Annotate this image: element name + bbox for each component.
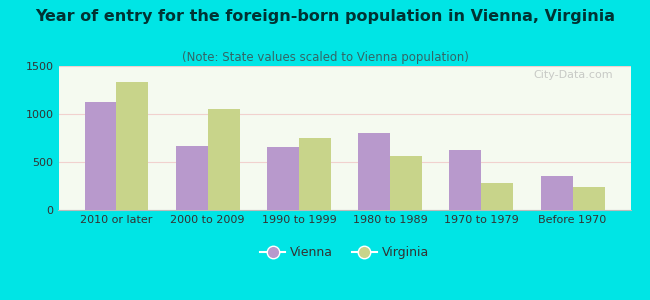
Bar (116, 82, 148, 210)
Text: Year of entry for the foreign-born population in Vienna, Virginia: Year of entry for the foreign-born popul… (35, 9, 615, 24)
Bar (541, 176, 573, 210)
Bar (207, 109, 240, 210)
Bar (482, 183, 514, 210)
Bar (176, 146, 207, 210)
Bar (299, 138, 331, 210)
Legend: Vienna, Virginia: Vienna, Virginia (255, 241, 434, 264)
Bar (390, 156, 422, 210)
Bar (267, 147, 299, 210)
Text: (Note: State values scaled to Vienna population): (Note: State values scaled to Vienna pop… (181, 51, 469, 64)
Text: City-Data.com: City-Data.com (534, 70, 614, 80)
Bar (449, 151, 482, 210)
Bar (84, 101, 116, 210)
Bar (573, 187, 604, 210)
Bar (358, 133, 390, 210)
